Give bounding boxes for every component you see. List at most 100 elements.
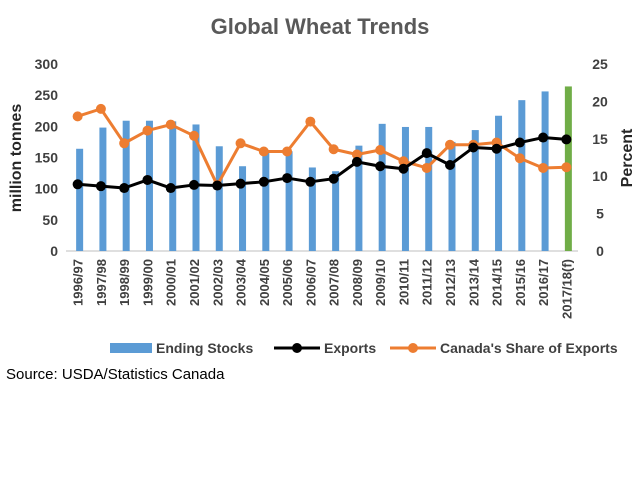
canada-share-point [95,103,106,114]
y-tick-left: 0 [50,243,58,259]
y-tick-right: 5 [596,206,604,222]
exports-point [189,179,199,190]
exports-point [491,143,502,154]
exports-point [235,178,246,189]
exports-point [95,181,106,192]
bar-ending-stocks [401,126,409,251]
exports-point [212,180,223,191]
x-tick-label: 1996/97 [71,259,86,306]
x-tick-label: 2005/06 [280,259,295,306]
x-tick-label: 1999/00 [140,259,155,306]
canada-share-line [77,107,567,187]
x-tick-label: 2013/14 [466,258,481,306]
exports-point [119,183,130,194]
x-tick-label: 2014/15 [490,259,505,306]
canada-share-point [351,149,362,160]
source-note: Source: USDA/Statistics Canada [6,366,225,383]
canada-share-point [514,153,525,164]
x-tick-label: 2000/01 [164,259,179,306]
canada-share-point [258,146,269,157]
exports-point [398,163,409,174]
canada-share-point [375,145,386,156]
canada-share-point [142,125,153,136]
y-tick-left: 50 [42,212,58,228]
exports-point [421,148,432,159]
exports-point [258,176,269,187]
x-tick-label: 2009/10 [373,259,388,306]
bar-ending-stocks [239,166,247,251]
y-tick-right: 10 [592,168,608,184]
exports-line [77,136,567,190]
canada-share-point [119,138,130,149]
plot-area: 0 50 100 150 200 250 300 0 5 10 15 20 25 1996/97 1997/… [35,56,618,356]
x-tick-label: 2006/07 [303,259,318,306]
exports-point [514,137,525,148]
y-tick-left: 300 [35,56,59,72]
bar-ending-stocks [332,171,340,251]
legend-label-canada-share: Canada's Share of Exports [440,340,618,356]
bar-ending-stocks [145,120,153,252]
bar-ending-stocks [425,126,433,251]
bar-ending-stocks [215,146,223,251]
canada-share-point [305,116,316,127]
bar-ending-stocks [355,145,363,251]
canada-share-point [165,119,176,130]
x-tick-label: 2008/09 [350,259,365,306]
bar-ending-stocks [518,100,526,251]
y-tick-left: 250 [35,87,59,103]
exports-point [282,173,293,184]
bar-ending-stocks [495,115,503,251]
x-tick-label: 2012/13 [443,259,458,306]
x-tick-label: 2001/02 [187,259,202,306]
bar-ending-stocks [378,123,386,251]
bar-ending-stocks [285,151,293,251]
bar-ending-stocks [471,130,479,251]
y-axis-label-left: million tonnes [8,104,25,213]
canada-share-point [235,138,246,149]
exports-point [165,183,176,194]
y-tick-right: 15 [592,131,608,147]
exports-point [351,156,362,167]
y-axis-label-right: Percent [619,128,636,187]
canada-share-point [72,111,83,122]
x-tick-label: 2010/11 [396,259,411,305]
exports-point [538,132,549,143]
x-tick-label: 1997/98 [94,259,109,306]
x-tick-label: 2016/17 [536,259,551,306]
y-tick-right: 25 [592,56,608,72]
exports-point [328,173,339,184]
exports-point [142,174,153,185]
x-tick-label: 1998/99 [117,259,132,306]
canada-share-point [561,162,572,173]
canada-share-point [328,144,339,155]
x-tick-label: 2007/08 [327,259,342,306]
y-tick-right: 20 [592,93,608,109]
chart-title: Global Wheat Trends [211,14,430,39]
x-tick-label: 2011/12 [420,259,435,305]
x-tick-label: 2015/16 [513,259,528,306]
exports-point [561,134,572,145]
legend-swatch-ending-stocks [110,343,152,353]
legend-marker-canada-share [408,343,418,353]
y-tick-left: 100 [35,181,59,197]
x-tick-label: 2003/04 [234,258,249,306]
x-tick-label: 2004/05 [257,259,272,306]
bar-ending-stocks [448,141,456,251]
y-tick-left: 200 [35,118,59,134]
canada-share-point [538,162,549,173]
exports-point [445,159,455,170]
exports-point [468,142,479,153]
y-tick-right: 0 [596,243,604,259]
canada-share-point [282,146,293,157]
legend-label-ending-stocks: Ending Stocks [156,340,253,356]
exports-point [72,179,83,190]
canada-share-point [398,156,409,167]
y-tick-left: 150 [35,150,59,166]
bar-ending-stocks [76,148,84,251]
canada-share-point [189,130,199,141]
x-tick-label: 2017/18(f) [559,259,574,319]
exports-point [305,176,316,187]
exports-point [375,161,386,172]
